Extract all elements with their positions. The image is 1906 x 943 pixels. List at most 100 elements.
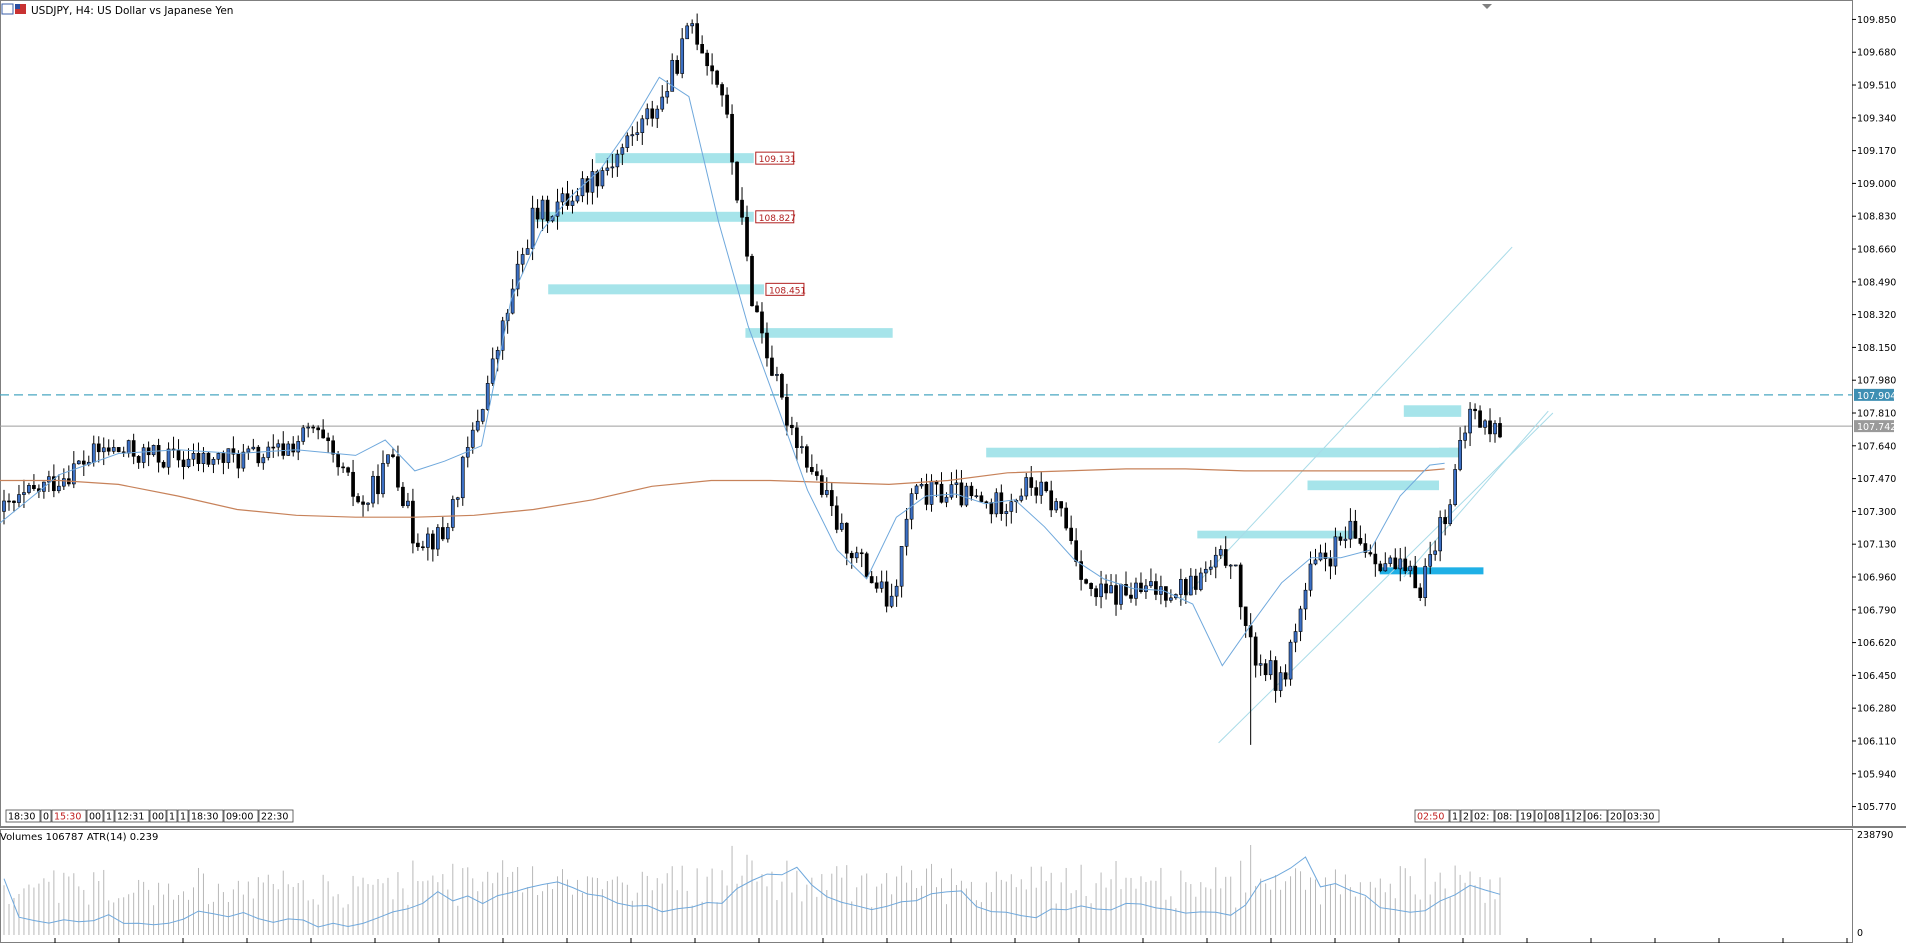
- candle: [919, 478, 924, 489]
- candle: [625, 132, 630, 153]
- candle: [111, 439, 116, 454]
- candle: [206, 451, 211, 468]
- candle: [595, 169, 600, 198]
- candle: [1443, 509, 1447, 536]
- candle: [730, 104, 734, 175]
- candle: [829, 482, 834, 517]
- candle: [695, 13, 699, 51]
- level-label: 108.451: [765, 282, 806, 296]
- candle: [216, 452, 221, 465]
- candle: [1303, 582, 1308, 620]
- candle: [1388, 555, 1393, 567]
- candle: [670, 53, 675, 92]
- candle: [680, 28, 685, 79]
- candle: [1273, 656, 1278, 703]
- candle: [1223, 536, 1228, 569]
- supply-demand-zone: [986, 447, 1460, 458]
- y-tick-label: 106.450: [1857, 671, 1896, 682]
- candle: [1473, 403, 1477, 420]
- candle: [316, 425, 321, 440]
- supply-demand-zone: [1439, 447, 1462, 456]
- candle: [884, 570, 889, 613]
- supply-demand-zone: [1403, 405, 1462, 417]
- candle: [984, 500, 989, 509]
- candle: [765, 322, 769, 367]
- candle: [1188, 568, 1193, 596]
- candle: [191, 443, 196, 467]
- time-label: 09:00: [223, 809, 259, 823]
- candle: [131, 433, 136, 465]
- svg-text:0: 0: [1537, 812, 1543, 823]
- candle: [1278, 666, 1283, 698]
- svg-text:1: 1: [1452, 812, 1458, 823]
- chart-title: USDJPY, H4: US Dollar vs Japanese Yen: [31, 5, 233, 17]
- time-label: 00: [86, 809, 104, 823]
- time-label: 1: [1562, 809, 1574, 823]
- shift-marker-icon[interactable]: [1482, 4, 1492, 9]
- candle: [1413, 555, 1418, 589]
- candle: [421, 540, 425, 551]
- candle: [221, 450, 226, 475]
- candle: [351, 459, 355, 507]
- svg-text:0: 0: [43, 812, 49, 823]
- time-label: 20: [1607, 809, 1625, 823]
- candle: [775, 366, 779, 382]
- candle: [1293, 623, 1298, 653]
- candle: [276, 439, 281, 457]
- candle: [1268, 650, 1273, 680]
- svg-text:08:: 08:: [1497, 812, 1512, 823]
- candle: [181, 451, 186, 480]
- candle: [176, 439, 181, 468]
- y-tick-label: 106.960: [1857, 572, 1896, 583]
- candle: [914, 484, 919, 500]
- candle: [1408, 560, 1413, 578]
- candle: [770, 345, 774, 377]
- candle: [1029, 466, 1034, 496]
- candle: [1483, 419, 1487, 435]
- candle: [27, 482, 31, 495]
- time-label: 02:: [1471, 809, 1495, 823]
- candle: [610, 154, 615, 178]
- candle: [47, 470, 51, 493]
- current-price-tag: 107.742: [1854, 420, 1896, 433]
- candle: [406, 492, 410, 509]
- candle: [949, 472, 954, 500]
- candle: [1418, 583, 1423, 602]
- svg-text:1: 1: [180, 812, 186, 823]
- candle: [959, 470, 964, 508]
- candle: [1079, 550, 1083, 591]
- candle: [520, 247, 525, 274]
- time-label: 08:: [1494, 809, 1518, 823]
- svg-text:08: 08: [1548, 812, 1560, 823]
- svg-text:107.742: 107.742: [1857, 422, 1896, 433]
- channel-parallel-line: [1403, 410, 1549, 578]
- candle: [859, 548, 864, 568]
- svg-text:12:31: 12:31: [117, 812, 144, 823]
- candle: [411, 488, 415, 554]
- candle: [1114, 574, 1118, 616]
- candle: [281, 431, 286, 460]
- candle: [1089, 582, 1093, 597]
- candle: [710, 53, 714, 85]
- candle: [291, 436, 296, 457]
- y-tick-label: 109.850: [1857, 15, 1896, 26]
- time-label: 22:30: [258, 809, 294, 823]
- svg-text:2: 2: [1576, 812, 1582, 823]
- time-label: 0: [40, 809, 52, 823]
- candle: [1154, 573, 1158, 601]
- candle: [570, 189, 575, 214]
- candle: [1109, 574, 1113, 594]
- candle: [231, 436, 236, 463]
- candle: [1343, 526, 1348, 549]
- candle: [1448, 499, 1452, 527]
- candle: [116, 447, 121, 453]
- ma-slow-line: [0, 468, 1445, 518]
- candle: [1044, 481, 1049, 493]
- candle: [401, 482, 405, 508]
- candle: [1024, 473, 1029, 500]
- candle: [800, 435, 804, 454]
- candle: [306, 422, 311, 438]
- candle: [515, 250, 520, 297]
- candle: [745, 205, 749, 262]
